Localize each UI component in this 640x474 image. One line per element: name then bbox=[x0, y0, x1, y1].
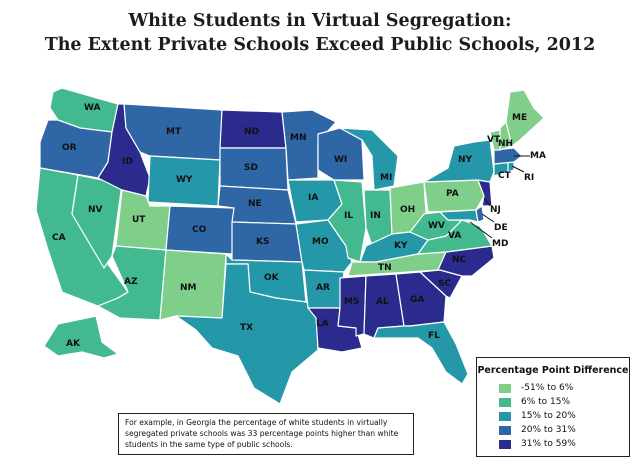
label-AL: AL bbox=[376, 297, 389, 307]
label-NM: NM bbox=[180, 283, 197, 293]
label-NY: NY bbox=[458, 155, 473, 165]
label-IA: IA bbox=[308, 193, 318, 203]
legend-label: -51% to 6% bbox=[521, 383, 574, 393]
label-ID: ID bbox=[122, 157, 133, 167]
label-NE: NE bbox=[248, 199, 262, 209]
legend-label: 15% to 20% bbox=[521, 411, 576, 421]
state-TX bbox=[175, 263, 319, 405]
label-UT: UT bbox=[132, 215, 146, 225]
legend-swatch bbox=[499, 384, 511, 393]
label-OR: OR bbox=[62, 143, 77, 153]
label-MT: MT bbox=[166, 127, 182, 137]
label-CO: CO bbox=[192, 225, 207, 235]
state-AK bbox=[43, 315, 119, 359]
label-MA: MA bbox=[530, 151, 546, 161]
label-NV: NV bbox=[88, 205, 103, 215]
label-KS: KS bbox=[256, 237, 269, 247]
label-MI: MI bbox=[380, 173, 392, 183]
label-PA: PA bbox=[446, 189, 459, 199]
state-labels: WA OR CA NV ID MT WY UT AZ CO NM ND SD N… bbox=[52, 103, 546, 443]
label-NH: NH bbox=[498, 139, 513, 149]
label-TN: TN bbox=[378, 263, 392, 273]
label-OH: OH bbox=[400, 205, 415, 215]
label-IN: IN bbox=[370, 211, 381, 221]
label-GA: GA bbox=[410, 295, 424, 305]
legend-swatch bbox=[499, 426, 511, 435]
label-CA: CA bbox=[52, 233, 66, 243]
label-VT: VT bbox=[487, 135, 501, 145]
state-IL bbox=[327, 179, 367, 263]
label-KY: KY bbox=[394, 241, 408, 251]
label-WA: WA bbox=[84, 103, 101, 113]
label-LA: LA bbox=[316, 319, 329, 329]
label-IL: IL bbox=[344, 211, 353, 221]
label-AK: AK bbox=[66, 339, 81, 349]
legend-title: Percentage Point Difference bbox=[477, 365, 629, 376]
label-WV: WV bbox=[428, 221, 445, 231]
callout-leaders bbox=[469, 155, 530, 239]
label-NJ: NJ bbox=[490, 205, 501, 215]
state-DE bbox=[475, 205, 485, 223]
legend: Percentage Point Difference -51% to 6% 6… bbox=[476, 357, 630, 457]
legend-swatch bbox=[499, 440, 511, 449]
state-MA bbox=[493, 147, 523, 165]
label-AR: AR bbox=[316, 283, 330, 293]
label-WY: WY bbox=[176, 175, 193, 185]
state-SC bbox=[419, 269, 463, 299]
label-MD: MD bbox=[492, 239, 508, 249]
label-WI: WI bbox=[334, 155, 347, 165]
label-OK: OK bbox=[264, 273, 280, 283]
label-MN: MN bbox=[290, 133, 307, 143]
legend-label: 6% to 15% bbox=[521, 397, 571, 407]
label-MO: MO bbox=[312, 237, 329, 247]
state-ME bbox=[505, 89, 545, 147]
legend-swatch bbox=[499, 398, 511, 407]
label-ND: ND bbox=[244, 127, 259, 137]
label-TX: TX bbox=[240, 323, 253, 333]
state-FL bbox=[373, 321, 469, 385]
label-MS: MS bbox=[344, 297, 359, 307]
state-NY bbox=[423, 139, 495, 183]
state-MI bbox=[339, 127, 399, 191]
legend-label: 20% to 31% bbox=[521, 425, 576, 435]
label-RI: RI bbox=[524, 173, 534, 183]
label-ME: ME bbox=[512, 113, 527, 123]
legend-swatch bbox=[499, 412, 511, 421]
map-title-line-2: The Extent Private Schools Exceed Public… bbox=[44, 35, 596, 55]
example-note: For example, in Georgia the percentage o… bbox=[118, 413, 414, 455]
label-CT: CT bbox=[498, 171, 512, 181]
label-FL: FL bbox=[428, 331, 440, 341]
label-DE: DE bbox=[494, 223, 508, 233]
legend-label: 31% to 59% bbox=[521, 439, 576, 449]
label-NC: NC bbox=[452, 255, 467, 265]
label-VA: VA bbox=[448, 231, 461, 241]
label-SC: SC bbox=[438, 279, 451, 289]
label-AZ: AZ bbox=[124, 277, 138, 287]
map-title-line-1: White Students in Virtual Segregation: bbox=[128, 11, 512, 31]
label-SD: SD bbox=[244, 163, 258, 173]
